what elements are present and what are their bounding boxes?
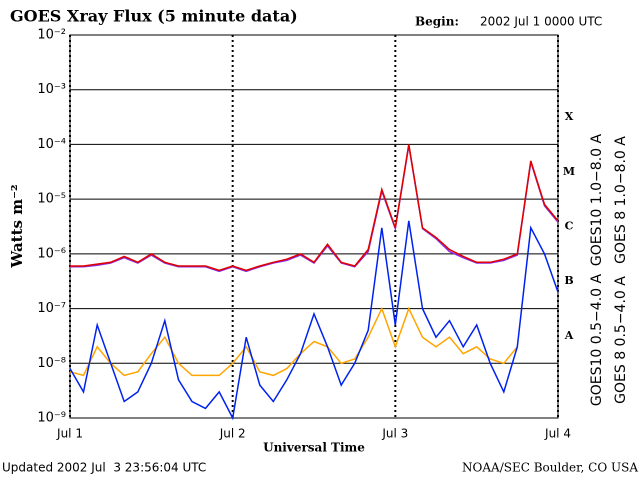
footer-credit: NOAA/SEC Boulder, CO USA xyxy=(462,461,638,475)
x-tick-label: Jul 4 xyxy=(544,427,571,441)
chart-title: GOES Xray Flux (5 minute data) xyxy=(10,7,298,26)
y-tick-label: 10⁻⁶ xyxy=(37,246,66,261)
legend-entry: GOES10 1.0−8.0 A xyxy=(589,134,605,267)
legend-entry: GOES10 0.5−4.0 A xyxy=(589,274,605,407)
begin-label: Begin: xyxy=(415,15,459,29)
plot-frame xyxy=(69,34,559,419)
series-line xyxy=(70,144,559,272)
flare-class-label: B xyxy=(564,274,573,287)
y-tick-label: 10⁻² xyxy=(37,28,66,43)
series-line xyxy=(69,306,518,377)
y-tick-label: 10⁻⁷ xyxy=(37,301,66,316)
y-tick-label: 10⁻⁹ xyxy=(37,411,66,426)
x-tick-label: Jul 3 xyxy=(381,427,408,441)
flare-class-label: A xyxy=(564,329,574,342)
y-axis-label: Watts m⁻² xyxy=(8,184,26,268)
footer-updated: Updated 2002 Jul 3 23:56:04 UTC xyxy=(2,461,206,475)
series-line xyxy=(70,145,559,273)
y-tick-label: 10⁻³ xyxy=(37,82,66,97)
flare-class-label: M xyxy=(563,165,575,178)
y-tick-label: 10⁻⁴ xyxy=(37,137,66,152)
begin-value: 2002 Jul 1 0000 UTC xyxy=(480,15,602,29)
x-tick-label: Jul 1 xyxy=(56,427,83,441)
y-tick-label: 10⁻⁸ xyxy=(37,356,66,371)
flare-class-label: C xyxy=(565,220,574,233)
series-line xyxy=(69,220,559,421)
x-axis-label: Universal Time xyxy=(263,441,365,455)
y-tick-label: 10⁻⁵ xyxy=(37,192,66,207)
legend-entry: GOES 8 1.0−8.0 A xyxy=(613,136,629,264)
legend-entry: GOES 8 0.5−4.0 A xyxy=(613,276,629,404)
x-tick-label: Jul 2 xyxy=(219,427,246,441)
flare-class-label: X xyxy=(565,110,574,123)
